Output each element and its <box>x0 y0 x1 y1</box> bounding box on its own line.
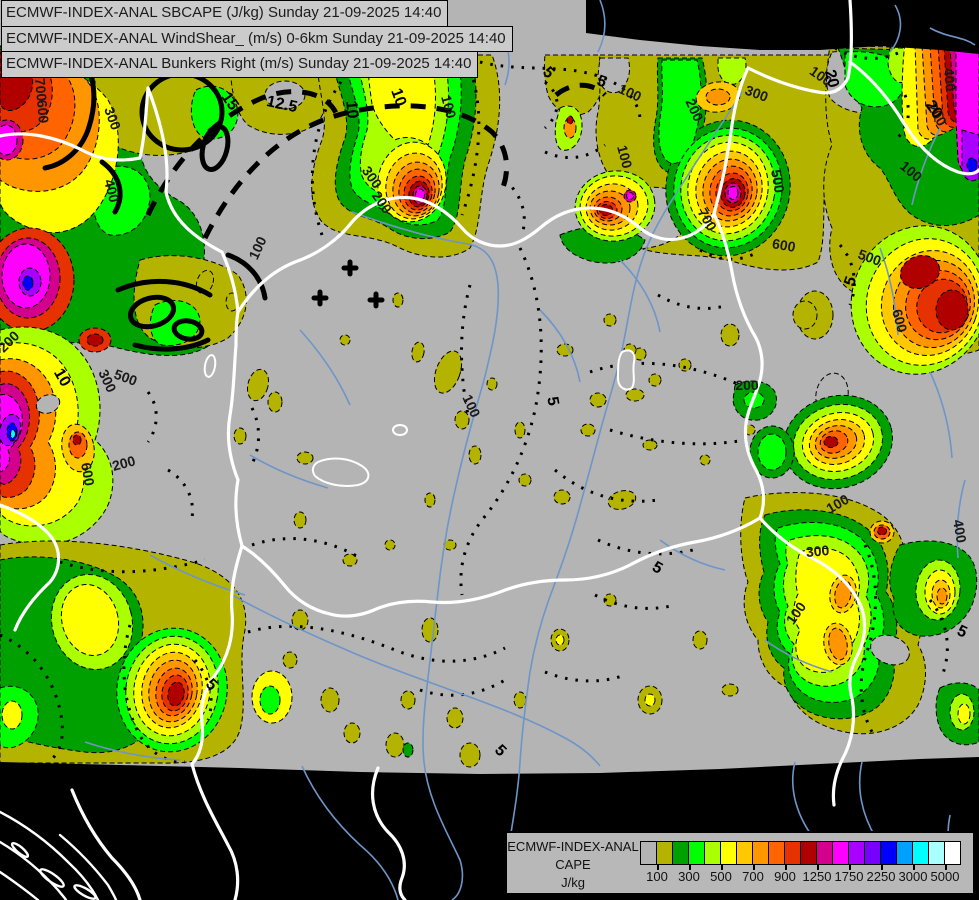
legend-tick <box>881 864 883 870</box>
legend-swatch-row <box>640 841 961 865</box>
map-title-sbcape: ECMWF-INDEX-ANAL SBCAPE (J/kg) Sunday 21… <box>1 0 449 27</box>
legend-swatch <box>944 841 961 865</box>
cape-contour-label: 600 <box>771 235 797 255</box>
lake-balaton <box>311 457 370 487</box>
lakes <box>203 349 636 487</box>
title-stack: ECMWF-INDEX-ANAL SBCAPE (J/kg) Sunday 21… <box>1 0 513 78</box>
legend-tick <box>945 864 947 870</box>
shear-contour-label: 20 <box>821 68 842 90</box>
cape-contour-label: 400 <box>101 177 123 204</box>
cape-contour-label: 300 <box>805 542 830 560</box>
legend-swatch <box>816 841 833 865</box>
legend-tick <box>817 864 819 870</box>
legend-swatch <box>864 841 881 865</box>
shear-contour-label: 10 <box>342 100 360 119</box>
legend-swatch <box>928 841 945 865</box>
map-title-bunkers: ECMWF-INDEX-ANAL Bunkers Right (m/s) Sun… <box>1 51 479 78</box>
cape-contour-label: 200 <box>735 377 759 393</box>
legend-title-line: CAPE <box>555 857 591 873</box>
legend-tick-label: 3000 <box>898 869 928 884</box>
cape-contour-label: 300 <box>743 82 771 105</box>
cape-contour-label: 500 <box>768 168 788 194</box>
legend-tick-label: 900 <box>774 869 796 884</box>
legend-swatch <box>704 841 721 865</box>
legend-tick-label: 5000 <box>930 869 960 884</box>
cape-contour-label: 400 <box>941 67 959 92</box>
legend-tick <box>721 864 723 870</box>
cape-contour-label: 400 <box>950 518 970 544</box>
legend-tick <box>753 864 755 870</box>
shear-contour-label: 10 <box>387 86 409 109</box>
legend-title-line: J/kg <box>561 875 585 891</box>
legend-title: ECMWF-INDEX-ANAL CAPE J/kg <box>507 833 639 893</box>
legend-tick <box>689 864 691 870</box>
legend-tick <box>849 864 851 870</box>
shear-dashed-contours <box>145 82 607 240</box>
cape-contour-label: 100 <box>438 93 460 120</box>
cape-fill-layer <box>0 44 979 768</box>
legend-swatch <box>736 841 753 865</box>
legend-swatch <box>672 841 689 865</box>
legend-swatch <box>896 841 913 865</box>
legend-tick-label: 100 <box>646 869 668 884</box>
rivers <box>84 0 976 900</box>
legend-swatch <box>640 841 657 865</box>
cape-contour-label: 300 <box>101 105 124 133</box>
legend-swatch <box>880 841 897 865</box>
legend-swatch <box>912 841 929 865</box>
legend-tick-label: 500 <box>710 869 732 884</box>
cape-contour-label: 600 <box>34 99 52 124</box>
cape-contour-label: 600 <box>889 307 911 334</box>
cape-contour-label: 500 <box>112 366 140 389</box>
legend-swatch <box>800 841 817 865</box>
cape-contour-label: 500 <box>856 246 884 269</box>
cape-contour-label: 700 <box>32 77 50 102</box>
adriatic-coastline <box>0 810 118 900</box>
legend-tick <box>785 864 787 870</box>
legend-swatch <box>848 841 865 865</box>
cape-contour-label: 600 <box>78 461 98 487</box>
legend-swatch <box>656 841 673 865</box>
cape-contour-label: 200 <box>110 452 137 474</box>
bunkers-contours <box>42 35 385 352</box>
legend-tick-label: 1250 <box>802 869 832 884</box>
legend: ECMWF-INDEX-ANAL CAPE J/kg 100 300 500 700 9… <box>505 831 975 895</box>
legend-swatch <box>832 841 849 865</box>
legend-tick-label: 300 <box>678 869 700 884</box>
shear-contour-label: 10 <box>50 366 74 390</box>
legend-tick-label: 700 <box>742 869 764 884</box>
legend-swatch <box>784 841 801 865</box>
legend-swatch <box>720 841 737 865</box>
legend-title-line: ECMWF-INDEX-ANAL <box>507 839 639 854</box>
legend-tick-label: 2250 <box>866 869 896 884</box>
legend-colorbar: 100 300 500 700 900 1250 1750 2250 3000 5000 <box>639 833 973 893</box>
cape-contour-label: 100 <box>614 143 636 170</box>
legend-swatch <box>688 841 705 865</box>
legend-tick-label: 1750 <box>834 869 864 884</box>
legend-swatch <box>768 841 785 865</box>
shear-contour-label: 5 <box>543 395 561 407</box>
legend-tick <box>657 864 659 870</box>
legend-tick <box>913 864 915 870</box>
legend-swatch <box>752 841 769 865</box>
shear-contour-label: 12.5 <box>265 93 299 116</box>
lake-neusiedl <box>203 354 217 378</box>
map-title-windshear: ECMWF-INDEX-ANAL WindShear_ (m/s) 0-6km … <box>1 25 513 52</box>
